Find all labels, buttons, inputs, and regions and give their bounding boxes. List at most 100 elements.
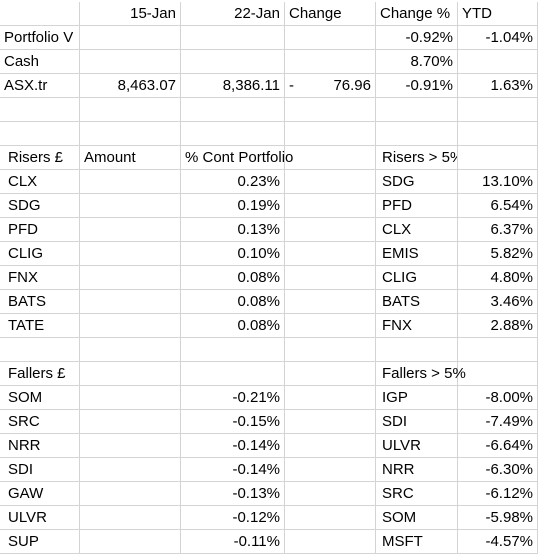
big-mover-value[interactable]: -6.64% bbox=[458, 434, 538, 458]
stock-name[interactable]: SUP bbox=[0, 530, 80, 554]
empty-cell[interactable] bbox=[80, 290, 181, 314]
empty-cell[interactable] bbox=[285, 122, 376, 146]
empty-cell[interactable] bbox=[285, 386, 376, 410]
portfolio-label[interactable]: Portfolio V bbox=[0, 26, 80, 50]
cont-portfolio-value[interactable]: -0.14% bbox=[181, 458, 285, 482]
big-mover-name[interactable]: NRR bbox=[376, 458, 458, 482]
stock-name[interactable]: TATE bbox=[0, 314, 80, 338]
empty-cell[interactable] bbox=[285, 50, 376, 74]
asx-change-pct[interactable]: -0.91% bbox=[376, 74, 458, 98]
big-mover-value[interactable]: -4.57% bbox=[458, 530, 538, 554]
empty-cell[interactable] bbox=[181, 362, 285, 386]
empty-cell[interactable] bbox=[285, 170, 376, 194]
big-mover-value[interactable]: 4.80% bbox=[458, 266, 538, 290]
empty-cell[interactable] bbox=[376, 338, 458, 362]
big-mover-name[interactable]: ULVR bbox=[376, 434, 458, 458]
portfolio-change-pct[interactable]: -0.92% bbox=[376, 26, 458, 50]
empty-cell[interactable] bbox=[80, 362, 181, 386]
big-mover-value[interactable]: 5.82% bbox=[458, 242, 538, 266]
asx-value-2[interactable]: 8,386.11 bbox=[181, 74, 285, 98]
cont-portfolio-value[interactable]: -0.11% bbox=[181, 530, 285, 554]
empty-cell[interactable] bbox=[80, 314, 181, 338]
big-mover-name[interactable]: SDG bbox=[376, 170, 458, 194]
big-mover-name[interactable]: SRC bbox=[376, 482, 458, 506]
empty-cell[interactable] bbox=[285, 506, 376, 530]
risers-big-header[interactable]: Risers > 5% bbox=[376, 146, 458, 170]
empty-cell[interactable] bbox=[80, 122, 181, 146]
portfolio-ytd[interactable]: -1.04% bbox=[458, 26, 538, 50]
asx-change[interactable]: - 76.96 bbox=[285, 74, 376, 98]
empty-cell[interactable] bbox=[458, 98, 538, 122]
stock-name[interactable]: SOM bbox=[0, 386, 80, 410]
empty-cell[interactable] bbox=[458, 122, 538, 146]
empty-cell[interactable] bbox=[80, 338, 181, 362]
stock-name[interactable]: ULVR bbox=[0, 506, 80, 530]
empty-cell[interactable] bbox=[458, 146, 538, 170]
big-mover-value[interactable]: -6.30% bbox=[458, 458, 538, 482]
stock-name[interactable]: SDI bbox=[0, 458, 80, 482]
empty-cell[interactable] bbox=[285, 434, 376, 458]
date2-header[interactable]: 22-Jan bbox=[181, 2, 285, 26]
empty-cell[interactable] bbox=[0, 338, 80, 362]
empty-cell[interactable] bbox=[181, 26, 285, 50]
empty-cell[interactable] bbox=[285, 338, 376, 362]
empty-cell[interactable] bbox=[285, 146, 376, 170]
big-mover-value[interactable]: 3.46% bbox=[458, 290, 538, 314]
empty-cell[interactable] bbox=[0, 98, 80, 122]
cash-value[interactable]: 8.70% bbox=[376, 50, 458, 74]
empty-cell[interactable] bbox=[285, 218, 376, 242]
big-mover-name[interactable]: IGP bbox=[376, 386, 458, 410]
empty-cell[interactable] bbox=[285, 194, 376, 218]
fallers-name-header[interactable]: Fallers £ bbox=[0, 362, 80, 386]
empty-cell[interactable] bbox=[80, 410, 181, 434]
ytd-header[interactable]: YTD bbox=[458, 2, 538, 26]
empty-cell[interactable] bbox=[285, 362, 376, 386]
stock-name[interactable]: PFD bbox=[0, 218, 80, 242]
asx-value-1[interactable]: 8,463.07 bbox=[80, 74, 181, 98]
change-pct-header[interactable]: Change % bbox=[376, 2, 458, 26]
empty-cell[interactable] bbox=[285, 314, 376, 338]
change-header[interactable]: Change bbox=[285, 2, 376, 26]
empty-cell[interactable] bbox=[80, 26, 181, 50]
big-mover-name[interactable]: FNX bbox=[376, 314, 458, 338]
stock-name[interactable]: SRC bbox=[0, 410, 80, 434]
cont-portfolio-value[interactable]: -0.12% bbox=[181, 506, 285, 530]
empty-cell[interactable] bbox=[181, 122, 285, 146]
risers-name-header[interactable]: Risers £ bbox=[0, 146, 80, 170]
empty-cell[interactable] bbox=[80, 434, 181, 458]
empty-cell[interactable] bbox=[285, 98, 376, 122]
stock-name[interactable]: GAW bbox=[0, 482, 80, 506]
cont-portfolio-value[interactable]: -0.21% bbox=[181, 386, 285, 410]
big-mover-name[interactable]: EMIS bbox=[376, 242, 458, 266]
cont-portfolio-value[interactable]: -0.15% bbox=[181, 410, 285, 434]
asx-label[interactable]: ASX.tr bbox=[0, 74, 80, 98]
cont-portfolio-value[interactable]: 0.10% bbox=[181, 242, 285, 266]
cont-portfolio-value[interactable]: 0.23% bbox=[181, 170, 285, 194]
cont-portfolio-value[interactable]: 0.13% bbox=[181, 218, 285, 242]
cont-portfolio-header[interactable]: % Cont Portfolio bbox=[181, 146, 293, 170]
empty-cell[interactable] bbox=[285, 458, 376, 482]
empty-cell[interactable] bbox=[285, 266, 376, 290]
empty-cell[interactable] bbox=[80, 458, 181, 482]
big-mover-name[interactable]: BATS bbox=[376, 290, 458, 314]
stock-name[interactable]: FNX bbox=[0, 266, 80, 290]
empty-cell[interactable] bbox=[181, 338, 285, 362]
stock-name[interactable]: SDG bbox=[0, 194, 80, 218]
cont-portfolio-value[interactable]: 0.08% bbox=[181, 290, 285, 314]
empty-cell[interactable] bbox=[80, 266, 181, 290]
empty-cell[interactable] bbox=[458, 362, 538, 386]
date1-header[interactable]: 15-Jan bbox=[80, 2, 181, 26]
stock-name[interactable]: CLX bbox=[0, 170, 80, 194]
empty-cell[interactable] bbox=[285, 530, 376, 554]
big-mover-value[interactable]: -8.00% bbox=[458, 386, 538, 410]
empty-cell[interactable] bbox=[0, 122, 80, 146]
stock-name[interactable]: NRR bbox=[0, 434, 80, 458]
big-mover-value[interactable]: 6.37% bbox=[458, 218, 538, 242]
cash-label[interactable]: Cash bbox=[0, 50, 80, 74]
big-mover-name[interactable]: CLX bbox=[376, 218, 458, 242]
empty-cell[interactable] bbox=[80, 50, 181, 74]
empty-cell[interactable] bbox=[285, 482, 376, 506]
empty-cell[interactable] bbox=[458, 338, 538, 362]
amount-header[interactable]: Amount bbox=[80, 146, 181, 170]
big-mover-value[interactable]: 13.10% bbox=[458, 170, 538, 194]
